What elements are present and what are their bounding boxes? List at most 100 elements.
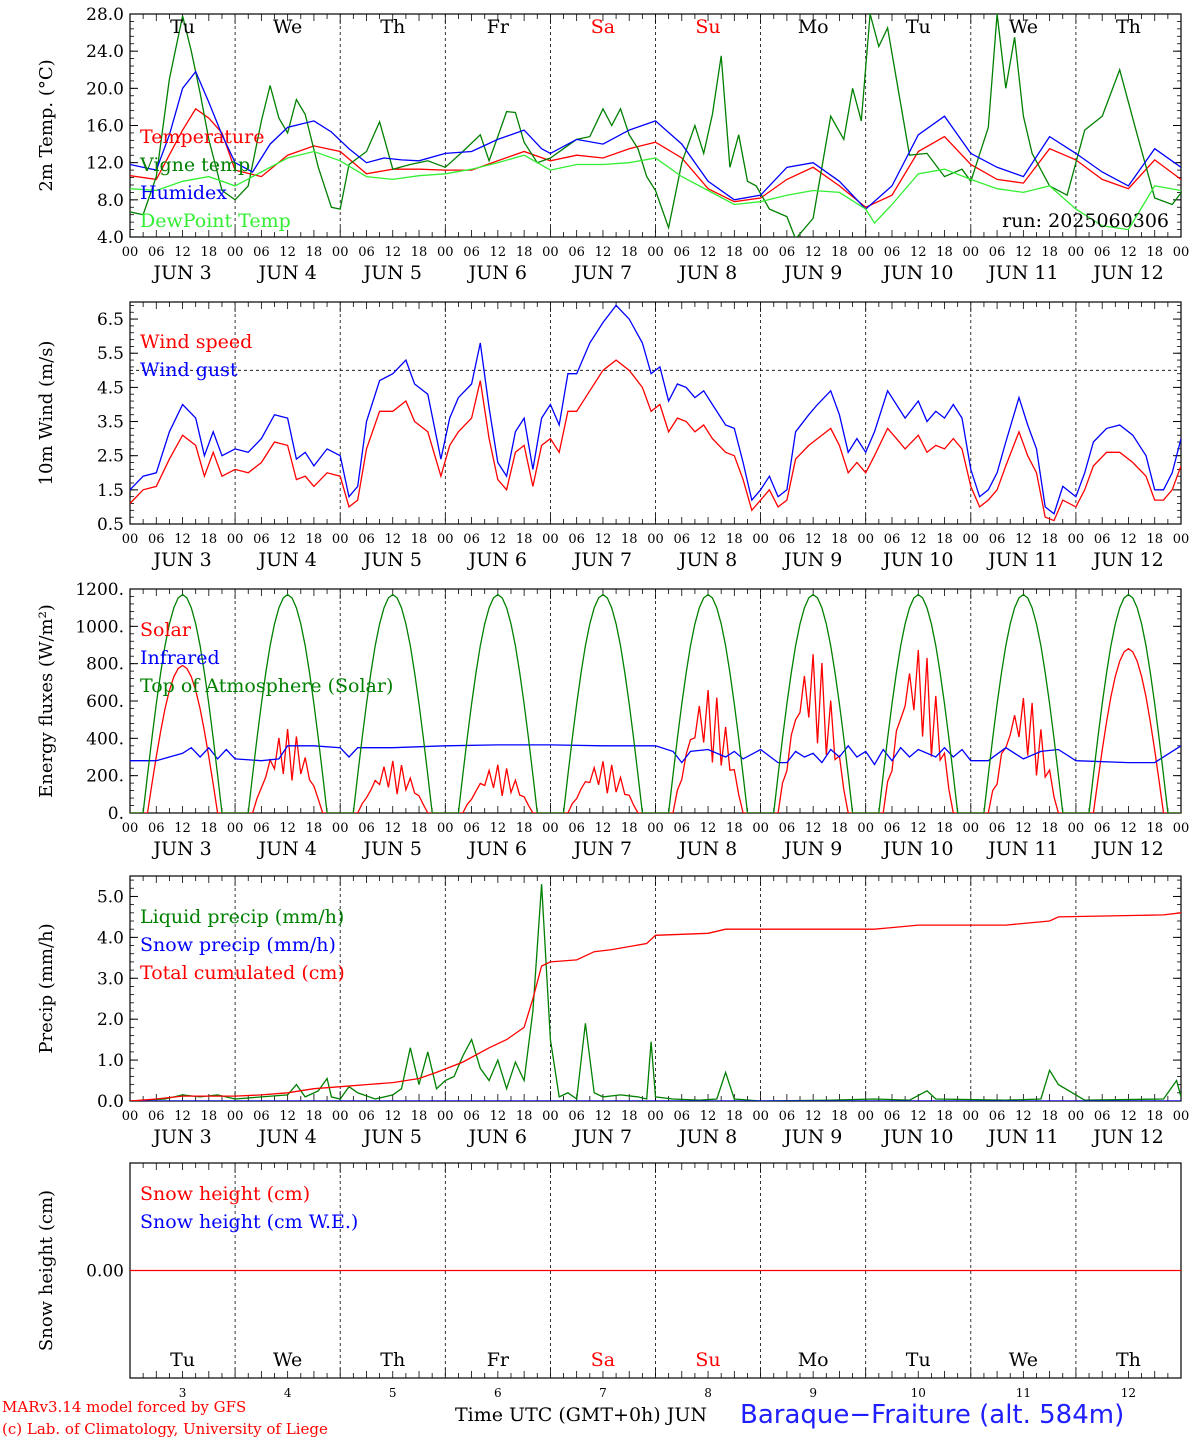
x-hour-label: 12 xyxy=(279,821,296,836)
y-tick-label: 6.5 xyxy=(97,310,124,330)
panel-temperature xyxy=(129,13,1182,238)
x-hour-label: 18 xyxy=(306,532,323,547)
x-hour-label: 12 xyxy=(595,245,612,260)
x-hour-label: 00 xyxy=(857,1109,874,1124)
x-date-label: JUN 7 xyxy=(572,262,632,284)
x-date-label: JUN 3 xyxy=(151,1126,211,1148)
x-hour-label: 00 xyxy=(752,532,769,547)
x-hour-label: 12 xyxy=(910,1109,927,1124)
x-hour-label: 06 xyxy=(358,1109,375,1124)
x-date-label: JUN 4 xyxy=(256,262,316,284)
x-hour-label: 18 xyxy=(411,1109,428,1124)
y-tick-label: 3.5 xyxy=(97,413,124,433)
x-date-label: JUN 3 xyxy=(151,838,211,860)
x-date-label: JUN 5 xyxy=(362,262,422,284)
x-date-label: JUN 10 xyxy=(881,262,953,284)
y-tick-label: 4.0 xyxy=(97,228,124,248)
day-number-label: 11 xyxy=(1016,1386,1031,1400)
day-number-label: 8 xyxy=(704,1386,712,1400)
x-date-label: JUN 10 xyxy=(881,549,953,571)
day-name-label: Tu xyxy=(170,16,195,38)
series-group xyxy=(130,593,1181,813)
y-tick-label: 800. xyxy=(86,655,124,675)
x-hour-label: 12 xyxy=(700,1109,717,1124)
x-hour-label: 18 xyxy=(411,245,428,260)
x-date-label: JUN 5 xyxy=(362,838,422,860)
x-hour-label: 18 xyxy=(936,245,953,260)
x-hour-label: 06 xyxy=(674,1109,691,1124)
x-hour-label: 00 xyxy=(542,821,559,836)
x-date-label: JUN 6 xyxy=(467,1126,527,1148)
x-hour-label: 00 xyxy=(963,245,980,260)
x-hour-label: 06 xyxy=(1094,821,1111,836)
x-date-label: JUN 9 xyxy=(782,262,842,284)
y-tick-label: 2.0 xyxy=(97,1010,124,1030)
x-hour-label: 06 xyxy=(148,821,165,836)
x-hour-label: 18 xyxy=(831,245,848,260)
x-hour-label: 00 xyxy=(963,821,980,836)
y-tick-label: 0.0 xyxy=(97,1092,124,1112)
y-tick-label: 4.5 xyxy=(97,378,124,398)
x-hour-label: 06 xyxy=(884,532,901,547)
x-hour-label: 00 xyxy=(752,821,769,836)
x-hour-label: 06 xyxy=(884,1109,901,1124)
x-hour-label: 18 xyxy=(936,821,953,836)
x-hour-label: 06 xyxy=(253,821,270,836)
x-date-label: JUN 11 xyxy=(986,262,1058,284)
x-hour-label: 12 xyxy=(1015,821,1032,836)
x-hour-label: 12 xyxy=(595,1109,612,1124)
x-hour-label: 00 xyxy=(647,532,664,547)
series-line xyxy=(130,14,1181,237)
x-hour-label: 06 xyxy=(463,532,480,547)
x-date-label: JUN 6 xyxy=(467,262,527,284)
x-hour-label: 18 xyxy=(201,245,218,260)
x-hour-label: 18 xyxy=(1041,821,1058,836)
day-number-label: 6 xyxy=(494,1386,502,1400)
x-hour-label: 00 xyxy=(857,821,874,836)
x-hour-label: 18 xyxy=(726,1109,743,1124)
x-hour-label: 12 xyxy=(1015,1109,1032,1124)
series-line xyxy=(130,150,1181,231)
x-hour-label: 12 xyxy=(805,821,822,836)
day-name-label: Mo xyxy=(798,1349,829,1371)
x-hour-label: 00 xyxy=(122,245,139,260)
panel-snow xyxy=(129,1162,1182,1379)
x-hour-label: 12 xyxy=(805,245,822,260)
x-hour-label: 00 xyxy=(1173,1109,1190,1124)
legend-entry: Liquid precip (mm/h) xyxy=(140,906,344,928)
x-hour-label: 18 xyxy=(1041,532,1058,547)
x-hour-label: 06 xyxy=(463,245,480,260)
y-tick-label: 1000. xyxy=(75,617,124,637)
x-hour-label: 06 xyxy=(1094,1109,1111,1124)
x-hour-label: 06 xyxy=(779,532,796,547)
x-hour-label: 00 xyxy=(227,1109,244,1124)
x-hour-label: 00 xyxy=(1068,821,1085,836)
y-tick-label: 12.0 xyxy=(86,154,124,174)
x-date-label: JUN 4 xyxy=(256,838,316,860)
x-hour-label: 06 xyxy=(1094,532,1111,547)
x-date-label: JUN 12 xyxy=(1091,1126,1163,1148)
x-hour-label: 12 xyxy=(1120,532,1137,547)
x-hour-label: 18 xyxy=(1146,532,1163,547)
x-hour-label: 12 xyxy=(384,821,401,836)
x-hour-label: 18 xyxy=(831,532,848,547)
x-hour-label: 12 xyxy=(174,532,191,547)
x-hour-label: 18 xyxy=(306,821,323,836)
x-date-label: JUN 5 xyxy=(362,1126,422,1148)
x-hour-label: 12 xyxy=(384,245,401,260)
x-date-label: JUN 4 xyxy=(256,1126,316,1148)
time-axis-label: Time UTC (GMT+0h) JUN xyxy=(455,1404,707,1426)
x-hour-label: 12 xyxy=(490,821,507,836)
x-hour-label: 06 xyxy=(779,245,796,260)
x-hour-label: 00 xyxy=(437,821,454,836)
y-tick-label: 0. xyxy=(108,804,124,824)
copyright-credit: (c) Lab. of Climatology, University of L… xyxy=(2,1420,328,1438)
series-line xyxy=(130,304,1181,515)
x-hour-label: 06 xyxy=(989,245,1006,260)
x-hour-label: 06 xyxy=(253,1109,270,1124)
x-hour-label: 00 xyxy=(752,245,769,260)
day-name-label: Fr xyxy=(487,16,510,38)
series-line xyxy=(130,107,1181,209)
x-hour-label: 00 xyxy=(1173,821,1190,836)
x-hour-label: 06 xyxy=(463,821,480,836)
